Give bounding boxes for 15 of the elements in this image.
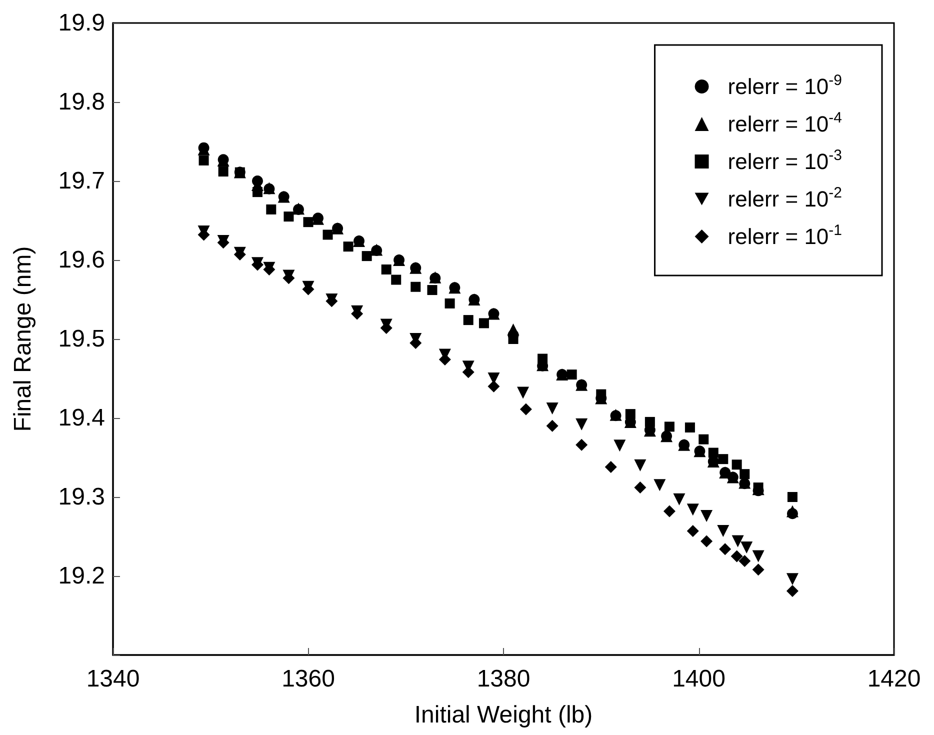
x-tick-label: 1420 [867, 666, 921, 692]
x-tick-label: 1340 [86, 666, 140, 692]
y-tick-label: 19.3 [58, 484, 105, 510]
y-tick-label: 19.2 [58, 562, 105, 590]
y-tick-label: 19.7 [58, 168, 105, 194]
y-tick-label: 19.9 [58, 10, 105, 36]
x-tick-label: 1360 [282, 666, 335, 692]
x-tick-label: 1400 [672, 666, 726, 692]
y-axis-title: Final Range (nm) [10, 246, 36, 432]
x-tick-label: 1380 [476, 666, 530, 692]
y-tick-label: 19.6 [58, 246, 105, 274]
x-axis-title: Initial Weight (lb) [414, 702, 593, 728]
y-tick-label: 19.4 [58, 404, 105, 432]
y-tick-label: 19.5 [58, 326, 105, 352]
y-tick-label: 19.8 [58, 88, 105, 116]
